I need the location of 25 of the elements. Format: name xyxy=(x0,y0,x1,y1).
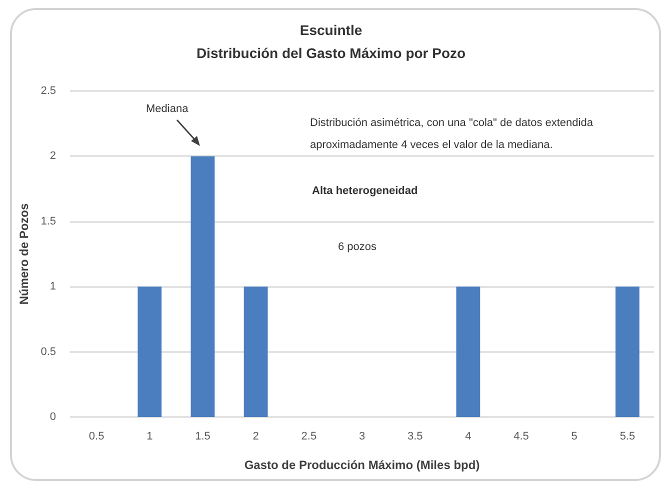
x-tick-label: 3.5 xyxy=(407,430,423,442)
annotation: 6 pozos xyxy=(338,241,378,253)
y-tick-label: 2 xyxy=(50,150,56,162)
x-tick-label: 4 xyxy=(465,430,472,442)
annotation: Distribución asimétrica, con una "cola" de datos extendida aproximadamente 4 veces el valor de la mediana. xyxy=(310,117,596,151)
annotation: Mediana xyxy=(146,103,190,115)
x-tick-label: 1.5 xyxy=(195,430,210,442)
y-tick-label: 0 xyxy=(50,411,56,423)
x-tick-label: 2.5 xyxy=(301,430,317,442)
x-axis-title: Gasto de Producción Máximo (Miles bpd) xyxy=(244,458,480,472)
chart-subtitle: Distribución del Gasto Máximo por Pozo xyxy=(196,45,466,61)
y-tick-label: 0.5 xyxy=(40,346,56,358)
y-tick-label: 1 xyxy=(50,280,56,293)
y-axis-title: Número de Pozos xyxy=(16,203,31,305)
x-tick-label: 4.5 xyxy=(514,430,529,442)
x-tick-label: 2 xyxy=(252,430,259,442)
x-tick-label: 1 xyxy=(146,430,153,442)
annotation: Alta heterogeneidad xyxy=(312,185,418,197)
x-tick-label: 5.5 xyxy=(620,430,636,442)
y-tick-label: 2.5 xyxy=(40,85,56,97)
x-tick-label: 5 xyxy=(571,430,578,442)
x-tick-label: 0.5 xyxy=(88,430,104,442)
x-tick-label: 3 xyxy=(358,430,366,442)
chart-title: Escuintle xyxy=(300,22,362,38)
y-tick-label: 1.5 xyxy=(40,215,56,228)
